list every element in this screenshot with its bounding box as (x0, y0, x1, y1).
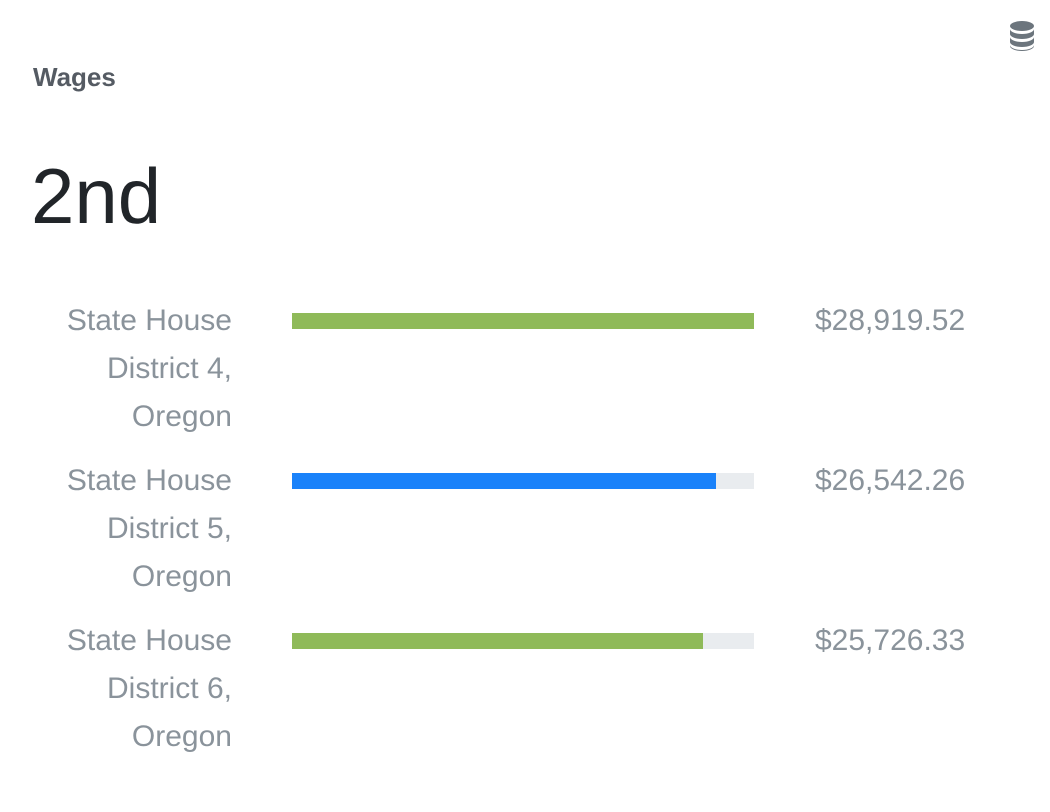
bar-track (292, 473, 754, 489)
row-label: State House District 5, Oregon (66, 464, 232, 593)
chart-row: State House District 5, Oregon $26,542.2… (0, 457, 1050, 607)
value-label: $28,919.52 (815, 304, 966, 337)
chart-row: State House District 6, Oregon $25,726.3… (0, 617, 1050, 767)
database-icon[interactable] (1008, 20, 1036, 52)
card-title: Wages (33, 62, 116, 92)
bar (292, 633, 703, 649)
chart-row: State House District 4, Oregon $28,919.5… (0, 297, 1050, 447)
bar (292, 473, 717, 489)
bar-track (292, 633, 754, 649)
value-label: $25,726.33 (815, 624, 966, 657)
row-label: State House District 4, Oregon (66, 304, 232, 433)
value-label: $26,542.26 (815, 464, 966, 497)
bar (292, 313, 754, 329)
rank-value: 2nd (31, 152, 162, 240)
row-label: State House District 6, Oregon (66, 624, 232, 753)
bar-track (292, 313, 754, 329)
